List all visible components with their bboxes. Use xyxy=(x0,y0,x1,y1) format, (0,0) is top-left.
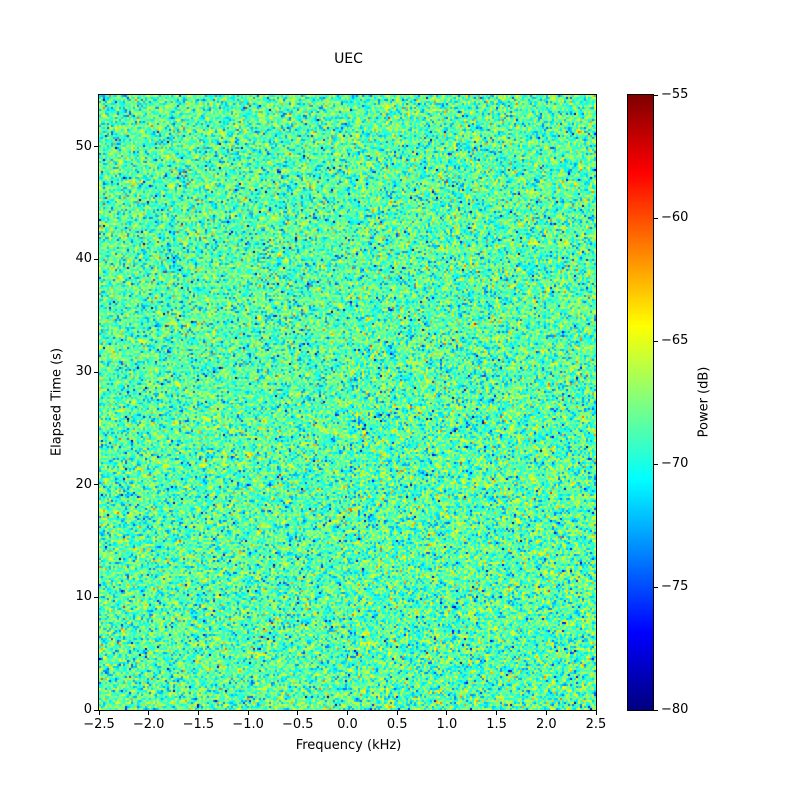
colorbar-tick-mark xyxy=(654,340,658,342)
x-tick-label: −2.0 xyxy=(132,717,165,732)
y-tick-mark xyxy=(94,146,98,148)
colorbar-tick-label: −55 xyxy=(661,87,689,102)
y-tick-mark xyxy=(94,258,98,260)
x-tick-label: −2.5 xyxy=(83,717,115,732)
x-tick-label: 2.5 xyxy=(585,717,607,732)
x-tick-mark xyxy=(446,711,448,715)
colorbar-tick-mark xyxy=(654,463,658,465)
x-tick-mark xyxy=(297,711,299,715)
colorbar-tick-mark xyxy=(654,217,658,219)
colorbar-label: Power (dB) xyxy=(696,366,712,438)
colorbar-tick-mark xyxy=(654,709,658,711)
x-tick-label: 0.0 xyxy=(337,717,358,732)
y-tick-label: 0 xyxy=(83,702,92,717)
y-tick-mark xyxy=(94,596,98,598)
x-tick-label: 2.0 xyxy=(535,717,557,732)
x-tick-label: −1.5 xyxy=(182,717,215,732)
y-tick-label: 40 xyxy=(75,251,92,267)
y-tick-label: 20 xyxy=(75,476,92,492)
chart-title: UEC xyxy=(334,51,363,67)
y-tick-mark xyxy=(94,371,98,373)
colorbar-tick-label: −70 xyxy=(661,456,689,471)
y-tick-label: 30 xyxy=(75,364,92,380)
x-tick-label: 1.0 xyxy=(436,717,458,732)
x-tick-label: −1.0 xyxy=(232,717,264,732)
heatmap-canvas xyxy=(99,95,596,710)
x-tick-mark xyxy=(347,711,348,715)
y-tick-mark xyxy=(94,484,98,486)
x-tick-mark xyxy=(496,711,498,715)
x-tick-mark xyxy=(545,711,547,715)
x-axis-label: Frequency (kHz) xyxy=(295,738,402,753)
x-tick-mark xyxy=(396,711,398,715)
colorbar-tick-label: −60 xyxy=(661,210,689,225)
colorbar-tick-label: −80 xyxy=(661,702,689,717)
x-tick-label: 0.5 xyxy=(386,717,408,732)
x-tick-mark xyxy=(98,711,100,715)
colorbar-tick-mark xyxy=(654,94,658,96)
y-tick-label: 10 xyxy=(75,589,92,605)
x-tick-mark xyxy=(595,711,597,715)
x-tick-mark xyxy=(247,711,249,715)
y-tick-label: 50 xyxy=(75,138,92,154)
colorbar-tick-label: −75 xyxy=(661,579,689,594)
colorbar-tick-label: −65 xyxy=(661,333,689,348)
colorbar xyxy=(627,94,654,711)
x-tick-mark xyxy=(148,711,150,715)
colorbar-canvas xyxy=(628,95,653,710)
heatmap-plot-area xyxy=(98,94,597,711)
colorbar-tick-mark xyxy=(654,586,658,588)
x-tick-label: −0.5 xyxy=(282,717,314,732)
y-tick-mark xyxy=(94,709,98,711)
x-tick-mark xyxy=(197,711,199,715)
x-tick-label: 1.5 xyxy=(486,717,507,732)
